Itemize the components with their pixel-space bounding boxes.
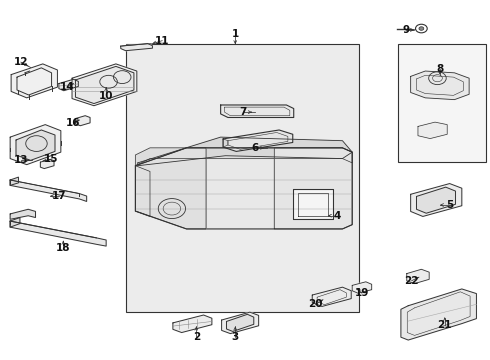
Polygon shape	[223, 139, 228, 147]
Polygon shape	[312, 287, 351, 306]
Polygon shape	[10, 177, 19, 185]
Polygon shape	[411, 184, 462, 216]
Text: 19: 19	[355, 288, 369, 298]
Polygon shape	[75, 66, 134, 104]
Text: 9: 9	[402, 25, 409, 35]
Text: 17: 17	[51, 191, 66, 201]
Bar	[398, 44, 486, 162]
Polygon shape	[121, 44, 152, 51]
Polygon shape	[10, 125, 61, 165]
Polygon shape	[293, 189, 333, 219]
Polygon shape	[40, 159, 54, 168]
Text: 20: 20	[308, 299, 323, 309]
Polygon shape	[10, 180, 87, 202]
Text: 4: 4	[334, 211, 341, 221]
Polygon shape	[135, 148, 352, 166]
Polygon shape	[411, 71, 469, 100]
Text: 1: 1	[232, 28, 239, 39]
Polygon shape	[223, 130, 293, 152]
Text: 15: 15	[44, 154, 58, 164]
Text: 6: 6	[251, 143, 258, 153]
Polygon shape	[10, 209, 35, 219]
Text: 21: 21	[438, 320, 452, 330]
Polygon shape	[418, 122, 447, 139]
Text: 13: 13	[14, 156, 28, 165]
Polygon shape	[226, 314, 254, 332]
Polygon shape	[173, 315, 212, 333]
Polygon shape	[138, 137, 352, 166]
Text: 5: 5	[446, 200, 453, 210]
Polygon shape	[274, 148, 352, 229]
Polygon shape	[407, 269, 429, 284]
Polygon shape	[59, 79, 78, 91]
Polygon shape	[10, 221, 106, 246]
Text: 16: 16	[66, 118, 81, 128]
Polygon shape	[72, 64, 137, 106]
Text: 2: 2	[193, 332, 200, 342]
Bar	[125, 44, 360, 312]
Text: 10: 10	[99, 91, 113, 101]
Polygon shape	[10, 217, 20, 227]
Polygon shape	[220, 105, 294, 117]
Text: 3: 3	[232, 332, 239, 342]
Text: 14: 14	[60, 82, 74, 92]
Text: 7: 7	[239, 107, 246, 117]
Polygon shape	[135, 148, 206, 229]
Circle shape	[419, 27, 424, 30]
Polygon shape	[75, 116, 90, 126]
Text: 11: 11	[155, 36, 170, 46]
Polygon shape	[16, 130, 55, 160]
Text: 8: 8	[436, 64, 443, 74]
Polygon shape	[416, 187, 456, 213]
Text: 18: 18	[56, 243, 71, 253]
Polygon shape	[135, 148, 352, 229]
Polygon shape	[352, 282, 372, 293]
Polygon shape	[135, 166, 150, 216]
Text: 12: 12	[14, 57, 28, 67]
Polygon shape	[11, 64, 57, 98]
Polygon shape	[401, 289, 476, 340]
Text: 22: 22	[404, 276, 419, 286]
Polygon shape	[221, 312, 259, 334]
